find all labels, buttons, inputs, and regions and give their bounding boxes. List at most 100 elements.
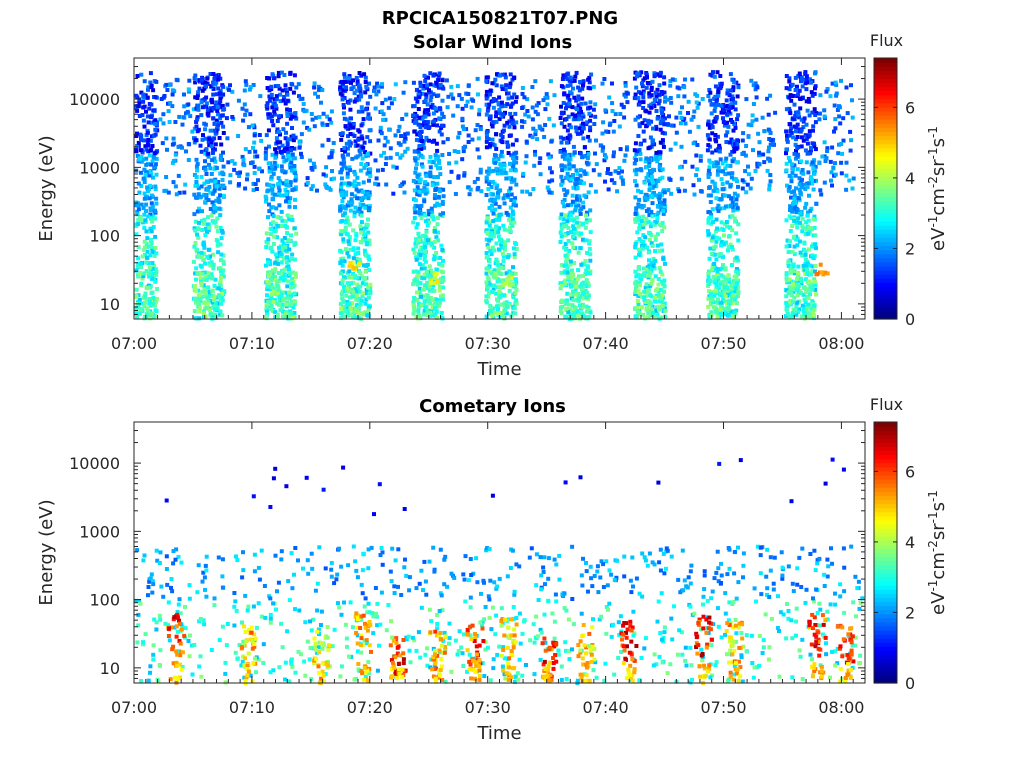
heatmap-cell <box>347 301 352 306</box>
heatmap-cell <box>642 195 647 200</box>
heatmap-cell <box>186 142 191 146</box>
heatmap-cell <box>645 245 650 250</box>
heatmap-cell <box>479 189 484 194</box>
heatmap-cell <box>663 95 668 100</box>
heatmap-cell <box>669 191 674 196</box>
heatmap-cell <box>533 109 538 114</box>
heatmap-cell <box>593 151 597 156</box>
heatmap-cell <box>136 304 141 309</box>
heatmap-cell <box>722 291 726 296</box>
heatmap-cell <box>461 149 466 154</box>
heatmap-cell <box>646 314 651 319</box>
heatmap-cell <box>357 257 362 262</box>
heatmap-cell <box>577 88 582 93</box>
heatmap-cell <box>276 271 281 275</box>
heatmap-cell <box>275 312 280 317</box>
heatmap-cell <box>279 70 284 75</box>
heatmap-cell <box>732 279 736 284</box>
heatmap-cell <box>652 183 657 188</box>
heatmap-cell <box>650 304 655 309</box>
heatmap-cell <box>320 121 325 126</box>
heatmap-cell <box>457 93 462 98</box>
heatmap-cell <box>587 241 592 246</box>
heatmap-cell <box>491 274 496 279</box>
heatmap-cell <box>568 125 573 130</box>
heatmap-cell <box>711 70 715 75</box>
heatmap-cell <box>219 258 223 263</box>
heatmap-cell <box>198 263 203 268</box>
heatmap-cell <box>648 224 653 229</box>
heatmap-cell <box>728 214 733 219</box>
heatmap-cell <box>725 130 730 135</box>
heatmap-cell <box>592 122 597 126</box>
heatmap-cell <box>280 168 285 173</box>
heatmap-cell <box>668 96 673 100</box>
heatmap-cell <box>149 311 154 316</box>
heatmap-cell <box>706 304 711 309</box>
heatmap-cell <box>708 160 713 165</box>
heatmap-cell <box>200 228 205 232</box>
heatmap-cell <box>343 149 348 154</box>
heatmap-cell <box>582 193 587 198</box>
heatmap-cell <box>633 281 638 286</box>
heatmap-cell <box>494 119 499 124</box>
heatmap-cell <box>727 298 732 303</box>
heatmap-cell <box>152 151 157 156</box>
heatmap-cell <box>698 158 703 163</box>
heatmap-cell <box>537 124 542 129</box>
heatmap-cell <box>721 169 726 174</box>
heatmap-cell <box>637 100 642 105</box>
heatmap-cell <box>291 305 296 310</box>
heatmap-cell <box>272 297 277 302</box>
heatmap-cell <box>289 293 293 298</box>
heatmap-cell <box>251 83 256 87</box>
heatmap-cell <box>411 220 416 225</box>
heatmap-cell <box>493 77 498 82</box>
heatmap-cell <box>149 193 154 198</box>
heatmap-cell <box>174 192 179 197</box>
heatmap-cell <box>432 226 437 231</box>
heatmap-cell <box>549 139 554 144</box>
heatmap-cell <box>514 95 519 100</box>
heatmap-cell <box>366 295 371 300</box>
heatmap-cell <box>647 273 652 278</box>
heatmap-cell <box>195 93 200 98</box>
heatmap-cell <box>201 133 205 138</box>
heatmap-cell <box>425 102 430 107</box>
heatmap-cell <box>508 111 513 116</box>
heatmap-cell <box>433 153 438 158</box>
heatmap-cell <box>730 120 735 124</box>
heatmap-cell <box>570 272 575 277</box>
heatmap-cell <box>423 180 428 185</box>
heatmap-cell <box>633 314 638 319</box>
heatmap-cell <box>793 173 798 178</box>
heatmap-cell <box>587 138 592 143</box>
heatmap-cell <box>559 140 564 145</box>
heatmap-cell <box>356 246 361 251</box>
heatmap-cell <box>265 286 270 291</box>
heatmap-cell <box>431 92 436 97</box>
heatmap-cell <box>437 261 442 266</box>
heatmap-cell <box>147 106 152 111</box>
heatmap-cell <box>347 74 352 79</box>
heatmap-cell <box>355 143 360 148</box>
heatmap-cell <box>345 281 350 286</box>
heatmap-cell <box>173 120 178 124</box>
heatmap-cell <box>658 140 663 145</box>
heatmap-cell <box>145 114 150 119</box>
heatmap-cell <box>147 196 152 201</box>
heatmap-cell <box>652 266 657 271</box>
heatmap-cell <box>275 284 280 288</box>
heatmap-cell <box>151 88 156 93</box>
heatmap-cell <box>730 290 735 295</box>
heatmap-cell <box>134 268 139 273</box>
heatmap-cell <box>510 95 514 100</box>
heatmap-cell <box>412 250 417 255</box>
heatmap-cell <box>566 215 571 220</box>
heatmap-cell <box>291 315 295 320</box>
heatmap-cell <box>491 284 496 288</box>
heatmap-cell <box>735 160 740 165</box>
heatmap-cell <box>434 256 439 261</box>
heatmap-cell <box>567 101 572 106</box>
